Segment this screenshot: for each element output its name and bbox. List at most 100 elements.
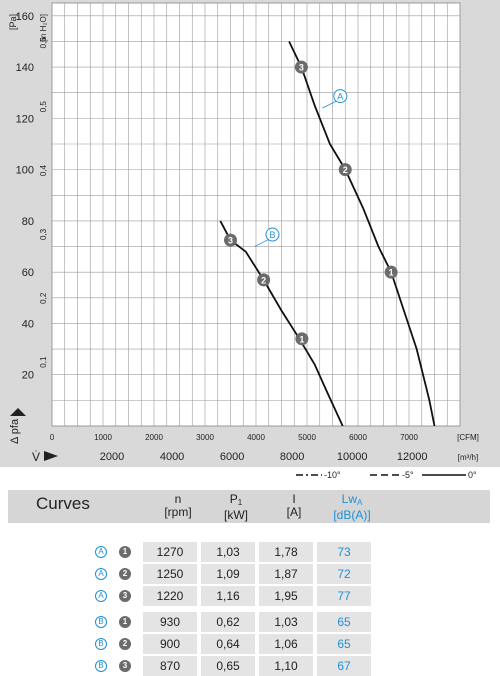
dash-dot-line-icon — [296, 474, 322, 476]
cell-lwa: 65 — [317, 634, 371, 654]
header-i: I [A] — [264, 493, 324, 519]
cell-p1: 0,62 — [201, 612, 255, 632]
curve-label-text: B — [269, 230, 275, 240]
cell-i: 1,95 — [259, 586, 313, 606]
y-axis-arrow-icon — [10, 408, 26, 416]
x-tick-label-cfm: 7000 — [400, 433, 418, 442]
operating-point-label: 1 — [299, 334, 304, 344]
header-p1: P1 [kW] — [206, 493, 266, 522]
operating-point-marker — [257, 273, 271, 287]
x-tick-label-m3h: 8000 — [280, 451, 304, 463]
y-tick-label-pa: 160 — [16, 11, 34, 23]
cell-lwa: 72 — [317, 564, 371, 584]
y-unit-pa: [Pa] — [8, 14, 18, 30]
header-i-name: I — [292, 492, 296, 506]
grid-lines — [52, 3, 460, 426]
y-tick-label-inh2o: 0,3 — [39, 228, 48, 240]
header-lwa-sub: A — [357, 498, 363, 507]
x-unit-m3h: [m³/h] — [458, 453, 478, 462]
operating-point-marker — [294, 60, 308, 74]
x-tick-label-cfm: 4000 — [247, 433, 265, 442]
curve-badge: B — [95, 660, 107, 672]
x-axis-label: V̇ — [32, 450, 40, 464]
operating-point-label: 2 — [261, 275, 266, 285]
operating-point-label: 3 — [299, 63, 304, 73]
header-lwa-name: Lw — [341, 492, 357, 506]
table-row: A 2 1250 1,09 1,87 72 — [0, 564, 500, 584]
table-row: B 1 930 0,62 1,03 65 — [0, 612, 500, 632]
point-badge: 2 — [119, 568, 131, 580]
legend-item-minus10: -10° — [296, 470, 341, 480]
dashed-line-icon — [370, 474, 400, 476]
header-p1-sub: 1 — [237, 498, 243, 507]
y-tick-label-pa: 140 — [16, 62, 34, 74]
cell-p1: 1,03 — [201, 542, 255, 562]
curve-badge: B — [95, 616, 107, 628]
x-tick-label-cfm: 6000 — [349, 433, 367, 442]
cell-n: 1220 — [143, 586, 197, 606]
legend-label-minus10: -10° — [324, 470, 341, 480]
x-tick-label-m3h: 12000 — [397, 451, 428, 463]
tick-labels: 20 40 60 80 100 120 140 160 0,1 0,2 0,3 0,4 0,5 0,6 0 1… — [16, 11, 428, 463]
solid-line-icon — [422, 474, 466, 476]
header-i-unit: [A] — [286, 505, 302, 519]
y-tick-label-inh2o: 0,5 — [39, 101, 48, 113]
table-row: B 2 900 0,64 1,06 65 — [0, 634, 500, 654]
cell-i: 1,87 — [259, 564, 313, 584]
y-tick-label-pa: 40 — [22, 318, 34, 330]
cell-n: 900 — [143, 634, 197, 654]
table-row: B 3 870 0,65 1,10 67 — [0, 656, 500, 676]
x-tick-label-cfm: 2000 — [145, 433, 163, 442]
point-badge: 2 — [119, 638, 131, 650]
header-n: n [rpm] — [148, 493, 208, 519]
table-header: Curves n [rpm] P1 [kW] I [A] LwA [dB(A)] — [8, 490, 490, 523]
header-p1-name: P — [229, 492, 238, 506]
curve-label-leader — [254, 239, 269, 247]
y-tick-label-pa: 120 — [16, 113, 34, 125]
point-badge: 3 — [119, 660, 131, 672]
curve-label-badge — [265, 227, 280, 242]
cell-i: 1,10 — [259, 656, 313, 676]
x-tick-label-cfm: 1000 — [94, 433, 112, 442]
cell-lwa: 67 — [317, 656, 371, 676]
y-tick-label-inh2o: 0,6 — [39, 37, 48, 49]
point-badge: 1 — [119, 546, 131, 558]
cell-i: 1,03 — [259, 612, 313, 632]
cell-i: 1,06 — [259, 634, 313, 654]
y-tick-label-pa: 60 — [22, 267, 34, 279]
y-tick-label-pa: 20 — [22, 370, 34, 382]
y-tick-label-pa: 100 — [16, 165, 34, 177]
operating-point-marker — [224, 233, 237, 247]
operating-point-marker — [384, 265, 398, 279]
table-row: A 3 1220 1,16 1,95 77 — [0, 586, 500, 606]
x-tick-label-m3h: 6000 — [220, 451, 244, 463]
table-row: A 1 1270 1,03 1,78 73 — [0, 542, 500, 562]
x-tick-label-m3h: 4000 — [160, 451, 184, 463]
cell-i: 1,78 — [259, 542, 313, 562]
cell-p1: 1,09 — [201, 564, 255, 584]
operating-point-marker — [338, 163, 352, 177]
cell-p1: 0,65 — [201, 656, 255, 676]
y-tick-label-inh2o: 0,1 — [39, 356, 48, 368]
y-axis-label: Δ pfa — [9, 418, 21, 444]
y-tick-label-inh2o: 0,4 — [39, 164, 48, 176]
header-lwa-unit: [dB(A)] — [333, 508, 371, 522]
table-title: Curves — [36, 494, 90, 513]
x-tick-label-m3h: 10000 — [337, 451, 368, 463]
legend-item-0: 0° — [422, 470, 477, 480]
fan-performance-chart: 20 40 60 80 100 120 140 160 0,1 0,2 0,3 0,4 0,5 0,6 0 1… — [0, 0, 500, 467]
curve-badge: A — [95, 568, 107, 580]
operating-point-marker — [295, 332, 309, 346]
x-tick-label-cfm: 0 — [50, 433, 55, 442]
curve-label-leader — [322, 100, 337, 109]
curve-badge: B — [95, 638, 107, 650]
header-p1-unit: [kW] — [224, 508, 248, 522]
cell-p1: 0,64 — [201, 634, 255, 654]
legend-item-minus5: -5° — [370, 470, 414, 480]
header-n-unit: [rpm] — [164, 505, 192, 519]
cell-lwa: 77 — [317, 586, 371, 606]
cell-n: 1250 — [143, 564, 197, 584]
cell-n: 870 — [143, 656, 197, 676]
chart-legend: -10° -5° 0° — [290, 470, 490, 484]
